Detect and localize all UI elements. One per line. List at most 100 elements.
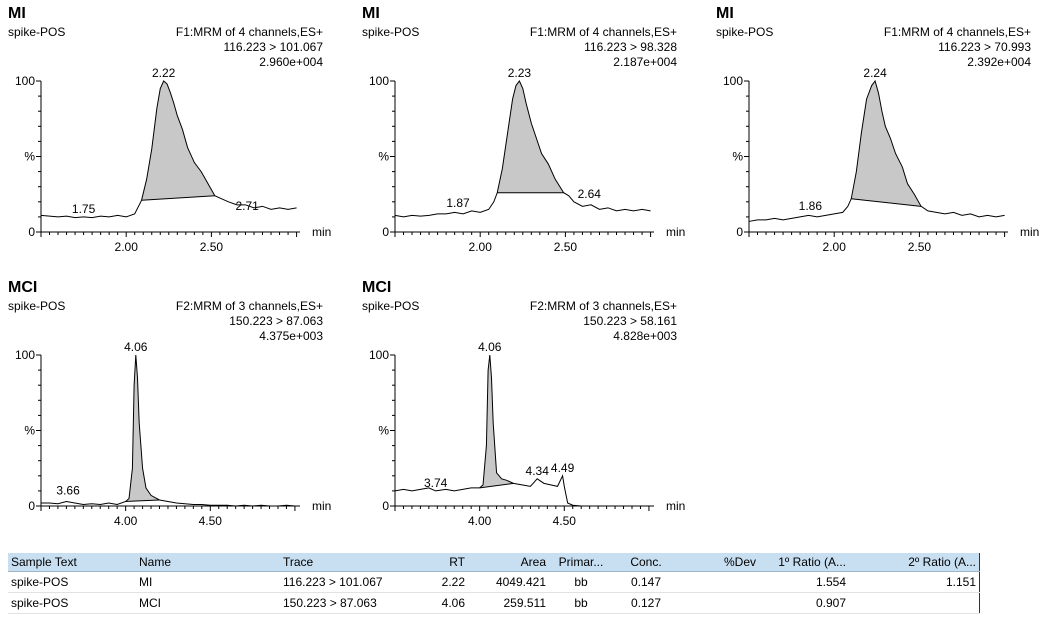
x-tick-label: 2.50	[554, 240, 578, 254]
cell-rt: 4.06	[404, 592, 468, 614]
function-label: F1:MRM of 4 channels,ES+	[883, 25, 1031, 39]
sample-name: spike-POS	[362, 299, 420, 313]
cell-sample-text: spike-POS	[8, 571, 136, 593]
trace-header: F2:MRM of 3 channels,ES+ 150.223 > 58.16…	[530, 299, 677, 344]
x-tick-label: 2.00	[823, 240, 847, 254]
intensity-label: 2.960e+004	[259, 55, 323, 69]
y-axis-label: %	[732, 150, 743, 164]
chromatogram-trace	[40, 80, 297, 219]
cell-primary: bb	[549, 592, 613, 614]
cell-area: 259.511	[468, 592, 549, 614]
peak-label: 2.22	[152, 66, 176, 80]
y-tick-label: 100	[369, 74, 389, 88]
y-axis-label: %	[24, 150, 35, 164]
function-label: F2:MRM of 3 channels,ES+	[175, 299, 323, 313]
y-tick-label: 100	[15, 74, 35, 88]
column-header-sample-text[interactable]: Sample Text	[8, 553, 136, 572]
chromatogram-mi-2: MI spike-POS F1:MRM of 4 channels,ES+ 11…	[362, 5, 702, 257]
peak-baseline	[851, 198, 922, 207]
y-tick-label: 0	[382, 499, 389, 513]
chromatogram-plot: 0 100% 2.00 2.50 min 1.86 2.24	[723, 66, 1039, 254]
results-header-row: Sample Text Name Trace RT Area Primar...…	[8, 553, 980, 572]
trace-header: F2:MRM of 3 channels,ES+ 150.223 > 87.06…	[176, 299, 323, 344]
peak-label: 4.34	[526, 464, 550, 478]
cell-name: MCI	[136, 592, 280, 614]
integrated-peak-area	[497, 81, 564, 193]
peak-label: 1.87	[446, 196, 470, 210]
column-header-dev[interactable]: %Dev	[679, 553, 759, 572]
column-header-trace[interactable]: Trace	[280, 553, 404, 572]
table-row[interactable]: spike-POS MI 116.223 > 101.067 2.22 4049…	[8, 571, 980, 593]
y-axis-label: %	[24, 424, 35, 438]
column-header-conc[interactable]: Conc.	[613, 553, 679, 572]
sample-name: spike-POS	[716, 25, 774, 39]
transition-label: 116.223 > 98.328	[584, 40, 677, 54]
y-tick-label: 0	[28, 225, 35, 239]
cell-conc: 0.127	[613, 592, 679, 614]
peak-label: 2.64	[578, 187, 602, 201]
transition-label: 150.223 > 87.063	[229, 314, 323, 328]
peak-label: 4.49	[551, 461, 575, 475]
x-axis-label: min	[312, 499, 331, 513]
y-tick-label: 0	[736, 225, 743, 239]
peak-label: 3.74	[424, 476, 448, 490]
integrated-peak-area	[851, 81, 922, 207]
x-tick-label: 2.50	[908, 240, 932, 254]
transition-label: 116.223 > 101.067	[223, 40, 323, 54]
cell-dev	[679, 592, 759, 614]
cell-ratio-2	[849, 592, 980, 614]
cell-name: MI	[136, 571, 280, 593]
x-tick-label: 2.50	[200, 240, 224, 254]
column-header-rt[interactable]: RT	[404, 553, 468, 572]
intensity-label: 4.375e+003	[259, 329, 323, 343]
y-tick-label: 0	[382, 225, 389, 239]
x-tick-label: 2.00	[469, 240, 493, 254]
column-header-primary[interactable]: Primar...	[549, 553, 613, 572]
plot-axes	[40, 355, 300, 507]
intensity-label: 2.187e+004	[613, 55, 677, 69]
x-tick-label: 4.50	[553, 514, 577, 528]
intensity-label: 4.828e+003	[613, 329, 677, 343]
chromatogram-plot: 0 100% 2.00 2.50 min 1.75 2.22 2.71	[15, 66, 331, 254]
compound-name: MI	[362, 5, 380, 22]
compound-name: MI	[8, 5, 26, 22]
table-row[interactable]: spike-POS MCI 150.223 > 87.063 4.06 259.…	[8, 592, 980, 614]
sample-name: spike-POS	[362, 25, 420, 39]
column-header-ratio-1[interactable]: 1º Ratio (A...	[759, 553, 849, 572]
chromatogram-plot: 0 100% 4.00 4.50 min 3.74 4.06 4.34 4.49	[369, 340, 685, 528]
function-label: F1:MRM of 4 channels,ES+	[175, 25, 323, 39]
y-tick-label: 100	[369, 348, 389, 362]
chromatogram-mi-1: MI spike-POS F1:MRM of 4 channels,ES+ 11…	[8, 5, 348, 257]
x-axis-label: min	[1020, 225, 1039, 239]
peak-label: 4.06	[478, 340, 502, 354]
y-tick-label: 0	[28, 499, 35, 513]
cell-sample-text: spike-POS	[8, 592, 136, 614]
transition-label: 116.223 > 70.993	[938, 40, 1031, 54]
peak-label: 3.66	[56, 483, 80, 497]
function-label: F1:MRM of 4 channels,ES+	[529, 25, 677, 39]
trace-header: F1:MRM of 4 channels,ES+ 116.223 > 70.99…	[884, 25, 1031, 70]
cell-ratio-1: 1.554	[759, 571, 849, 593]
column-header-area[interactable]: Area	[468, 553, 549, 572]
peak-baseline	[125, 499, 160, 502]
x-axis-label: min	[312, 225, 331, 239]
cell-primary: bb	[549, 571, 613, 593]
y-axis-label: %	[378, 150, 389, 164]
peak-label: 2.23	[508, 66, 532, 80]
sample-name: spike-POS	[8, 299, 66, 313]
y-tick-label: 100	[15, 348, 35, 362]
integrated-peak-area	[141, 81, 215, 201]
cell-area: 4049.421	[468, 571, 549, 593]
chromatogram-plot: 0 100% 2.00 2.50 min 1.87 2.23 2.64	[369, 66, 685, 254]
x-axis-label: min	[666, 225, 685, 239]
x-tick-label: 4.00	[114, 514, 138, 528]
cell-ratio-2: 1.151	[849, 571, 980, 593]
compound-name: MI	[716, 5, 734, 22]
cell-trace: 116.223 > 101.067	[280, 571, 404, 593]
peak-label: 4.06	[124, 340, 148, 354]
chromatogram-mci-1: MCI spike-POS F2:MRM of 3 channels,ES+ 1…	[8, 279, 348, 531]
chromatogram-mci-2: MCI spike-POS F2:MRM of 3 channels,ES+ 1…	[362, 279, 702, 531]
column-header-name[interactable]: Name	[136, 553, 280, 572]
transition-label: 150.223 > 58.161	[583, 314, 677, 328]
column-header-ratio-2[interactable]: 2º Ratio (A...	[849, 553, 980, 572]
